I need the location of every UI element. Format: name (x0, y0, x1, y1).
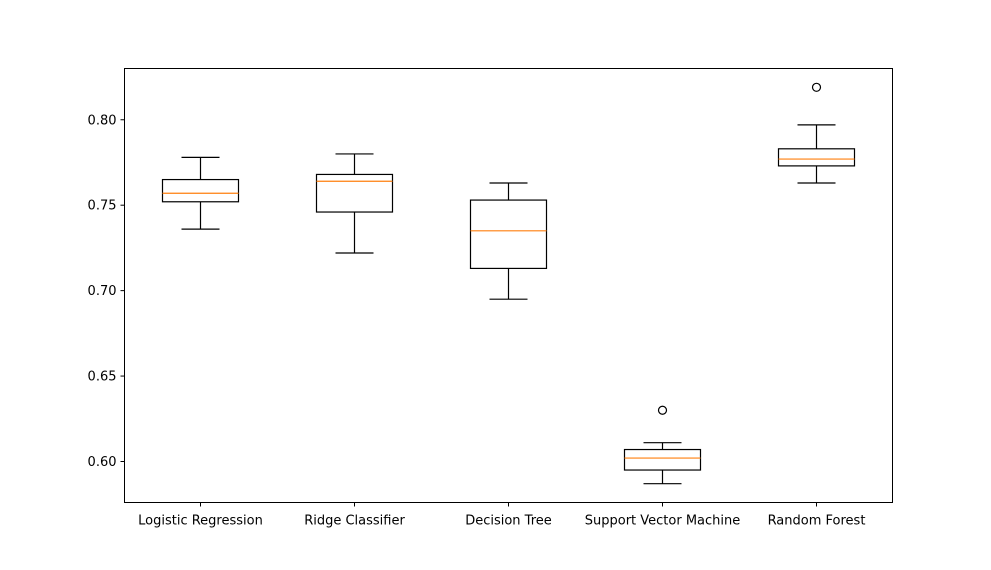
y-tick-label: 0.70 (88, 284, 117, 299)
y-tick-label: 0.75 (88, 199, 117, 214)
iqr-box (161, 178, 240, 203)
box-2 (315, 153, 394, 254)
iqr-box (315, 173, 394, 213)
x-axis: Logistic Regression Ridge Classifier Decis… (138, 502, 866, 529)
x-tick-label: Random Forest (768, 514, 866, 529)
box-series (161, 82, 856, 485)
y-tick-label: 0.65 (88, 370, 117, 385)
x-tick-label: Ridge Classifier (304, 514, 405, 529)
iqr-box (777, 148, 856, 167)
y-tick-label: 0.80 (88, 113, 117, 128)
box-3 (469, 182, 548, 300)
y-tick-label: 0.60 (88, 455, 117, 470)
iqr-box (469, 199, 548, 270)
iqr-box (623, 448, 702, 471)
box-5 (777, 82, 856, 184)
outlier-point (811, 82, 822, 92)
box-1 (161, 156, 240, 230)
outlier-point (657, 405, 668, 415)
x-tick-label: Decision Tree (465, 514, 552, 529)
x-tick-label: Logistic Regression (138, 514, 263, 529)
box-4 (623, 405, 702, 485)
x-tick-label: Support Vector Machine (585, 514, 741, 529)
y-axis: 0.60 0.65 0.70 0.75 0.80 (88, 113, 125, 470)
